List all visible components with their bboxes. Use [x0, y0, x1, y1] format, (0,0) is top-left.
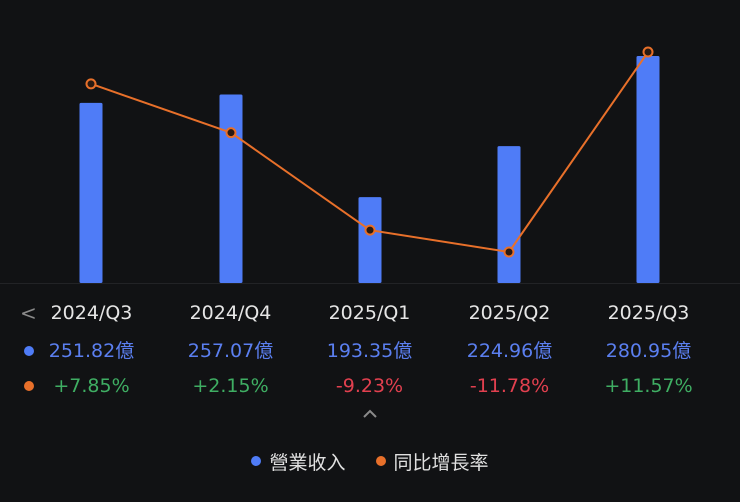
legend-item-growth[interactable]: 同比增長率: [375, 446, 489, 476]
growth-value: +11.57%: [604, 375, 693, 397]
period-label: 2024/Q3: [50, 302, 133, 324]
period-label: 2025/Q1: [328, 302, 411, 324]
growth-value: +7.85%: [53, 375, 130, 397]
revenue-bar[interactable]: [358, 197, 382, 283]
legend-item-revenue[interactable]: 營業收入: [251, 446, 346, 476]
period-label: 2025/Q2: [468, 302, 551, 324]
growth-point[interactable]: [503, 246, 515, 258]
chevron-up-icon[interactable]: [360, 404, 380, 424]
growth-point[interactable]: [85, 78, 97, 90]
growth-row: +7.85% +2.15% -9.23% -11.78% +11.57%: [0, 371, 740, 401]
revenue-dot-icon: [24, 346, 34, 356]
revenue-bar[interactable]: [79, 102, 103, 283]
revenue-row: 251.82億 257.07億 193.35億 224.96億 280.95億: [0, 336, 740, 366]
revenue-bar[interactable]: [636, 56, 660, 283]
x-axis-baseline: [0, 283, 740, 284]
growth-value: -11.78%: [469, 375, 550, 397]
legend-label: 同比增長率: [393, 451, 489, 474]
chart-area: [79, 46, 660, 284]
period-row: 2024/Q3 2024/Q4 2025/Q1 2025/Q2 2025/Q3: [0, 298, 740, 328]
growth-legend-dot-icon: [375, 456, 386, 466]
growth-point[interactable]: [642, 46, 654, 58]
growth-value: +2.15%: [192, 375, 269, 397]
revenue-value: 251.82億: [48, 340, 135, 362]
revenue-value: 193.35億: [326, 340, 413, 362]
growth-dot-icon: [24, 381, 34, 391]
chevron-left-icon[interactable]: <: [20, 301, 37, 325]
revenue-value: 224.96億: [466, 340, 553, 362]
period-label: 2024/Q4: [189, 302, 272, 324]
revenue-bar[interactable]: [497, 146, 521, 283]
revenue-value: 280.95億: [605, 340, 692, 362]
combo-chart: [79, 46, 660, 284]
legend-label: 營業收入: [269, 451, 346, 474]
period-label: 2025/Q3: [607, 302, 690, 324]
growth-point[interactable]: [364, 224, 376, 236]
growth-value: -9.23%: [335, 375, 404, 397]
revenue-value: 257.07億: [187, 340, 274, 362]
revenue-legend-dot-icon: [251, 456, 262, 466]
legend: 營業收入 同比增長率: [0, 446, 740, 476]
growth-point[interactable]: [225, 127, 237, 139]
revenue-bar[interactable]: [219, 94, 243, 284]
